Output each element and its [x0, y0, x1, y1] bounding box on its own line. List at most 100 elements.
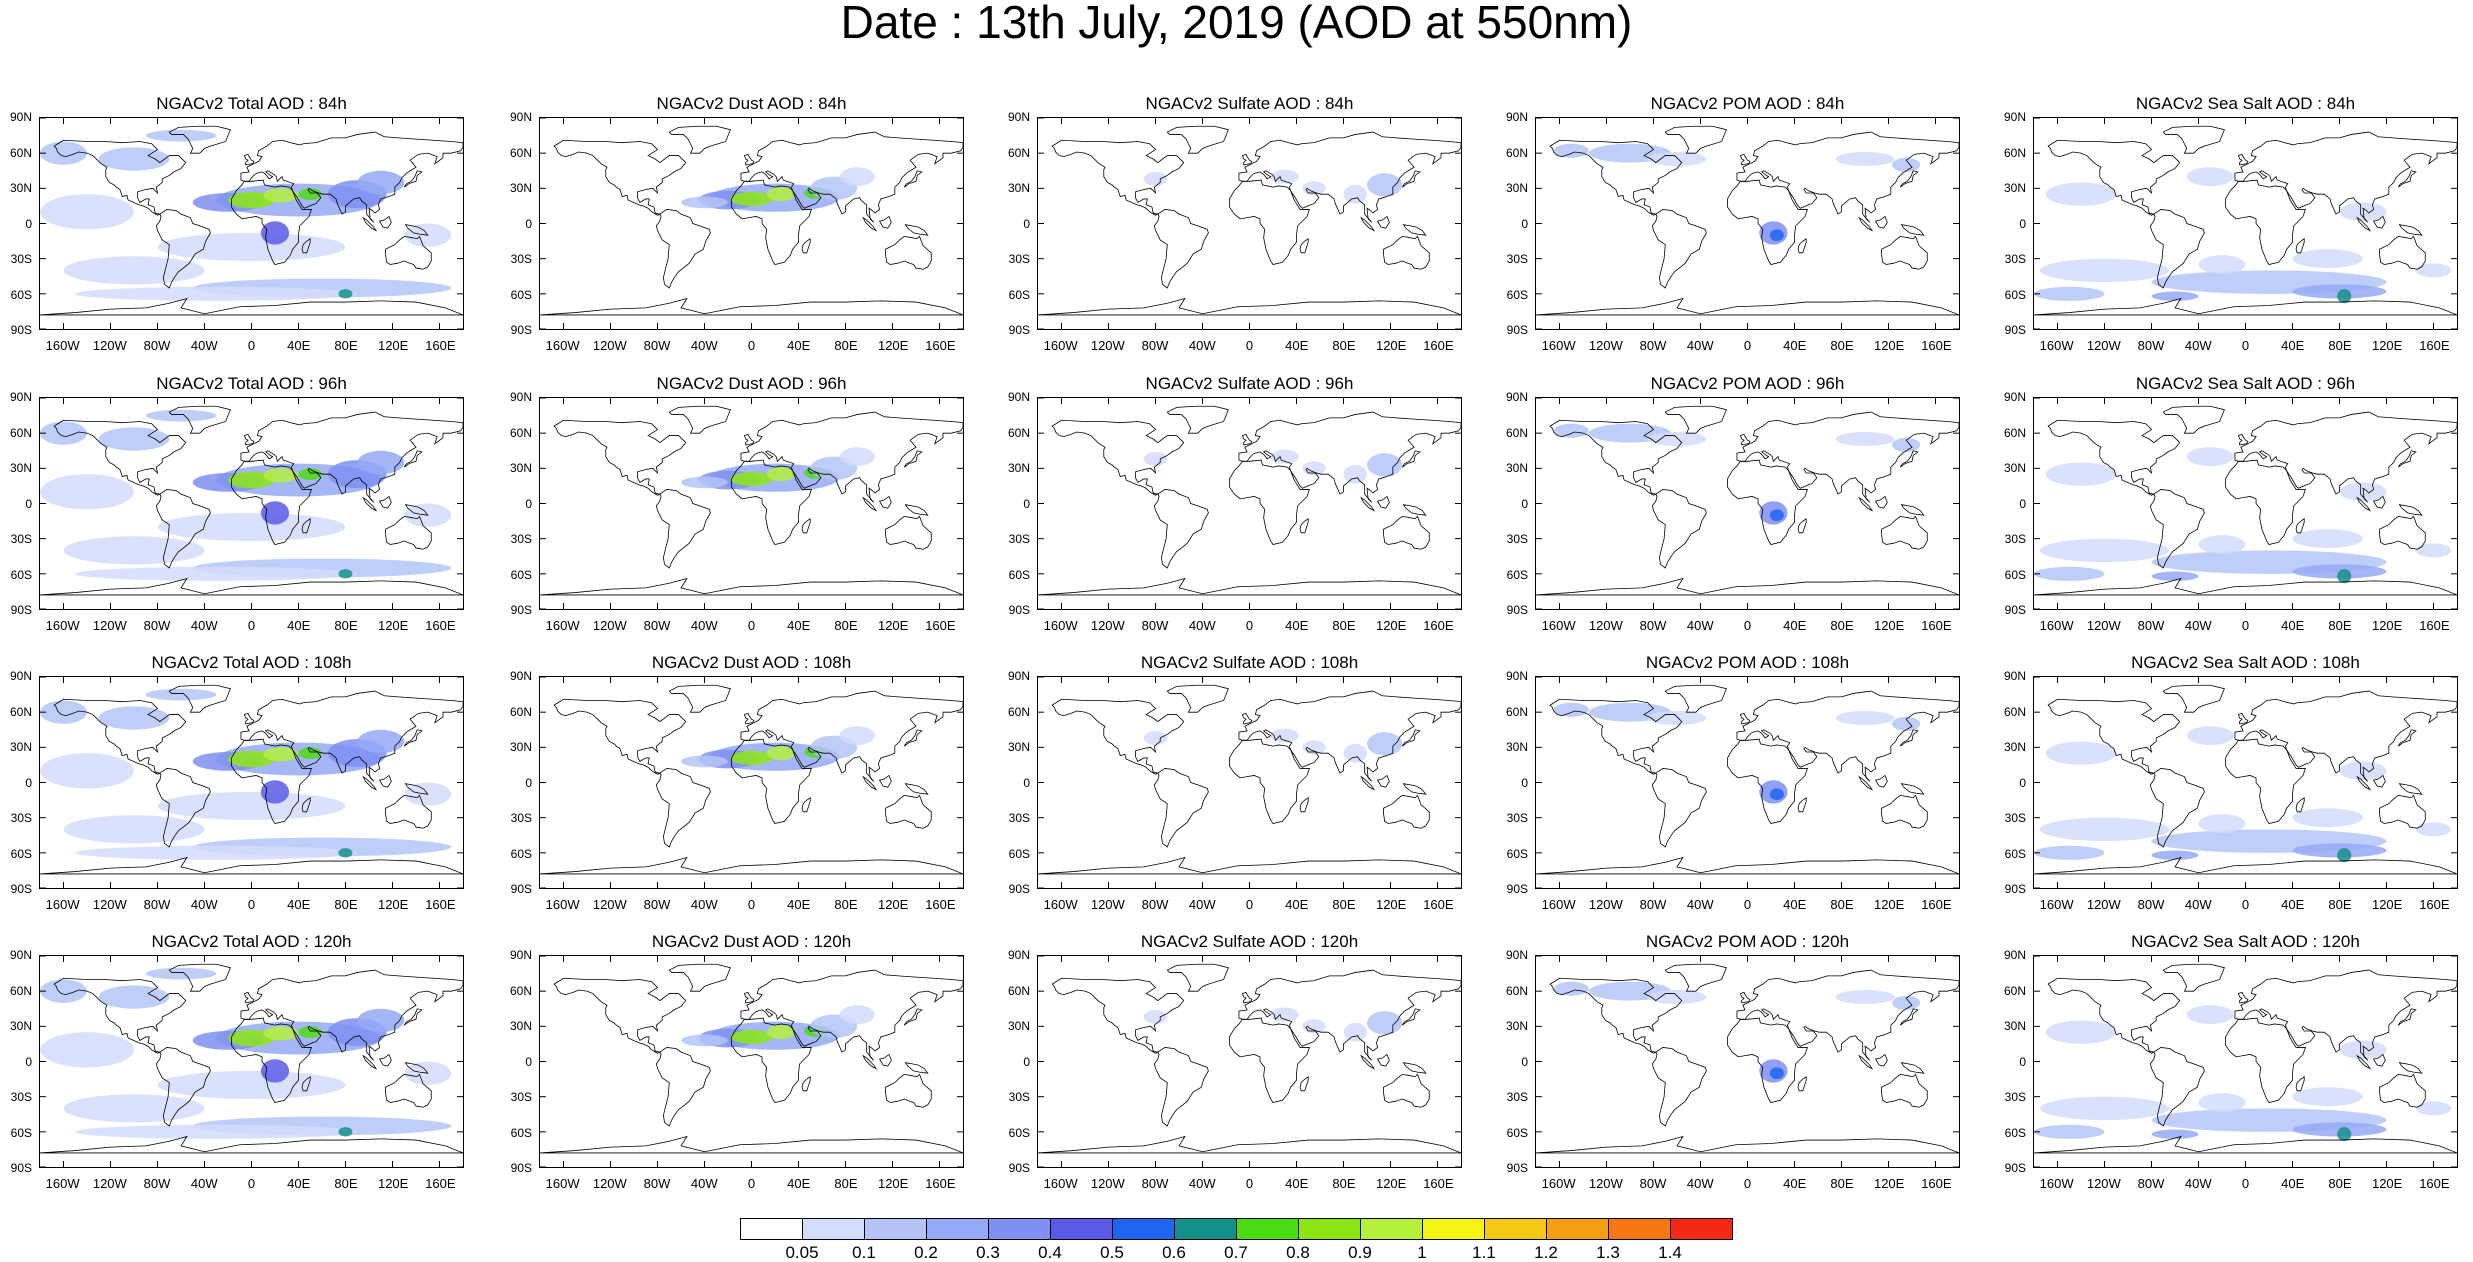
aod-region — [2198, 535, 2246, 554]
lon-tick-label: 40W — [190, 618, 218, 633]
aod-region — [2186, 1005, 2234, 1025]
coastline — [1739, 153, 1751, 166]
coastline — [2047, 419, 2181, 496]
aod-region — [1892, 437, 1921, 452]
aod-region — [1302, 1019, 1326, 1034]
map-svg — [2034, 677, 2457, 888]
lat-tick-label: 60S — [1506, 846, 1528, 861]
map-svg — [1536, 118, 1959, 329]
lon-tick-label: 160W — [1541, 338, 1576, 353]
coastline — [1241, 433, 1253, 446]
coastline — [885, 235, 932, 270]
coastline — [240, 690, 463, 782]
lat-tick-label: 30S — [10, 811, 32, 825]
aod-region — [730, 1029, 773, 1044]
coastline — [155, 1047, 211, 1127]
aod-region — [1835, 989, 1895, 1005]
map-panel-total-4: NGACv2 Total AOD : 120h 90N 60N 30N 0 30S 60S 9… — [0, 932, 470, 1212]
lon-tick-label: 120W — [1588, 618, 1623, 633]
lat-tick-label: 90N — [1007, 390, 1030, 404]
lon-tick-label: 160E — [425, 897, 456, 912]
lon-tick-label: 120E — [1873, 338, 1905, 353]
lat-tick-label: 90N — [1505, 669, 1528, 683]
lon-tick-label: 80E — [334, 897, 358, 912]
coastlines — [40, 684, 463, 875]
lon-tick-label: 40E — [1285, 338, 1309, 353]
coastline — [1299, 518, 1309, 534]
coastline — [1664, 963, 1727, 992]
coastline — [731, 459, 812, 545]
aod-region — [228, 471, 275, 489]
map-frame — [2033, 397, 2458, 610]
tick-marks — [40, 398, 463, 609]
lat-tick-label: 60N — [9, 425, 32, 440]
coastline — [385, 1073, 432, 1108]
lat-tick-label: 60N — [1007, 704, 1030, 719]
coastline — [1051, 977, 1185, 1054]
colorbar-label: 0.3 — [976, 1243, 1000, 1262]
aod-region — [2198, 1093, 2246, 1112]
coastline — [1881, 794, 1928, 829]
coastline — [2397, 170, 2417, 188]
coastline — [2162, 963, 2225, 992]
lon-tick-label: 80W — [1639, 338, 1667, 353]
lat-tick-label: 30N — [9, 1019, 32, 1033]
lon-tick-label: 80W — [643, 1176, 671, 1191]
tick-marks — [1038, 118, 1461, 329]
lat-tick-label: 60N — [1505, 704, 1528, 719]
map-svg — [1038, 677, 1461, 888]
lat-tick-label: 0 — [25, 1054, 32, 1069]
aod-region — [260, 780, 290, 804]
map-frame — [1037, 955, 1462, 1168]
lat-tick-label: 90S — [10, 882, 32, 896]
map-panel-sulfate-3: NGACv2 Sulfate AOD : 108h 90N 60N 30N 0 30S 60… — [998, 653, 1468, 933]
aod-region — [40, 141, 87, 165]
lon-tick-label: 160W — [545, 338, 580, 353]
lat-tick-label: 60S — [510, 846, 532, 861]
lat-tick-label: 60S — [510, 287, 532, 302]
lon-tick-label: 120W — [2086, 338, 2121, 353]
coastlines — [1038, 684, 1461, 875]
coastline — [1549, 419, 1683, 496]
map-panel-pom-1: NGACv2 POM AOD : 84h 90N 60N 30N 0 30S 60S 90S 1… — [1496, 94, 1966, 374]
coastline — [1383, 1073, 1430, 1108]
tick-marks — [1038, 677, 1461, 888]
lat-tick-label: 90S — [10, 1161, 32, 1175]
lon-tick-label: 80W — [2137, 338, 2165, 353]
coastline — [243, 433, 255, 446]
coastline — [1401, 450, 1421, 468]
map-panel-seasalt-4: NGACv2 Sea Salt AOD : 120h 90N 60N 30N 0 30S 6… — [1994, 932, 2464, 1212]
coastline — [1376, 774, 1390, 788]
lon-tick-label: 80W — [1639, 897, 1667, 912]
aod-region — [40, 979, 87, 1003]
lon-tick-label: 40E — [787, 897, 811, 912]
map-frame — [39, 955, 464, 1168]
lon-tick-label: 160E — [1921, 618, 1952, 633]
lat-tick-label: 90S — [510, 1161, 532, 1175]
lat-tick-label: 60S — [1506, 287, 1528, 302]
coastline — [1402, 504, 1427, 516]
lat-tick-label: 90N — [509, 948, 532, 962]
lat-tick-label: 90S — [1008, 1161, 1030, 1175]
tick-marks — [540, 118, 963, 329]
lat-tick-label: 0 — [2019, 775, 2026, 790]
lat-tick-label: 90N — [2003, 390, 2026, 404]
coastline — [2034, 1135, 2457, 1154]
aod-region — [766, 746, 795, 761]
aod-region — [1302, 181, 1326, 196]
aod-region — [228, 1029, 275, 1047]
map-svg — [540, 677, 963, 888]
coastline — [2356, 496, 2372, 512]
lat-tick-label: 0 — [1521, 216, 1528, 231]
panel-title: NGACv2 Total AOD : 84h — [156, 94, 347, 113]
map-frame — [539, 117, 964, 330]
lat-tick-label: 90S — [1008, 323, 1030, 337]
coastline — [1229, 1017, 1310, 1103]
aod-region — [2186, 447, 2234, 467]
coastline — [1874, 1053, 1888, 1067]
coastline — [1229, 179, 1310, 265]
map-panel-sulfate-1: NGACv2 Sulfate AOD : 84h 90N 60N 30N 0 30S 60S… — [998, 94, 1468, 374]
coastline — [404, 504, 429, 516]
coastline — [1153, 768, 1209, 848]
lon-tick-label: 120E — [1873, 1176, 1905, 1191]
